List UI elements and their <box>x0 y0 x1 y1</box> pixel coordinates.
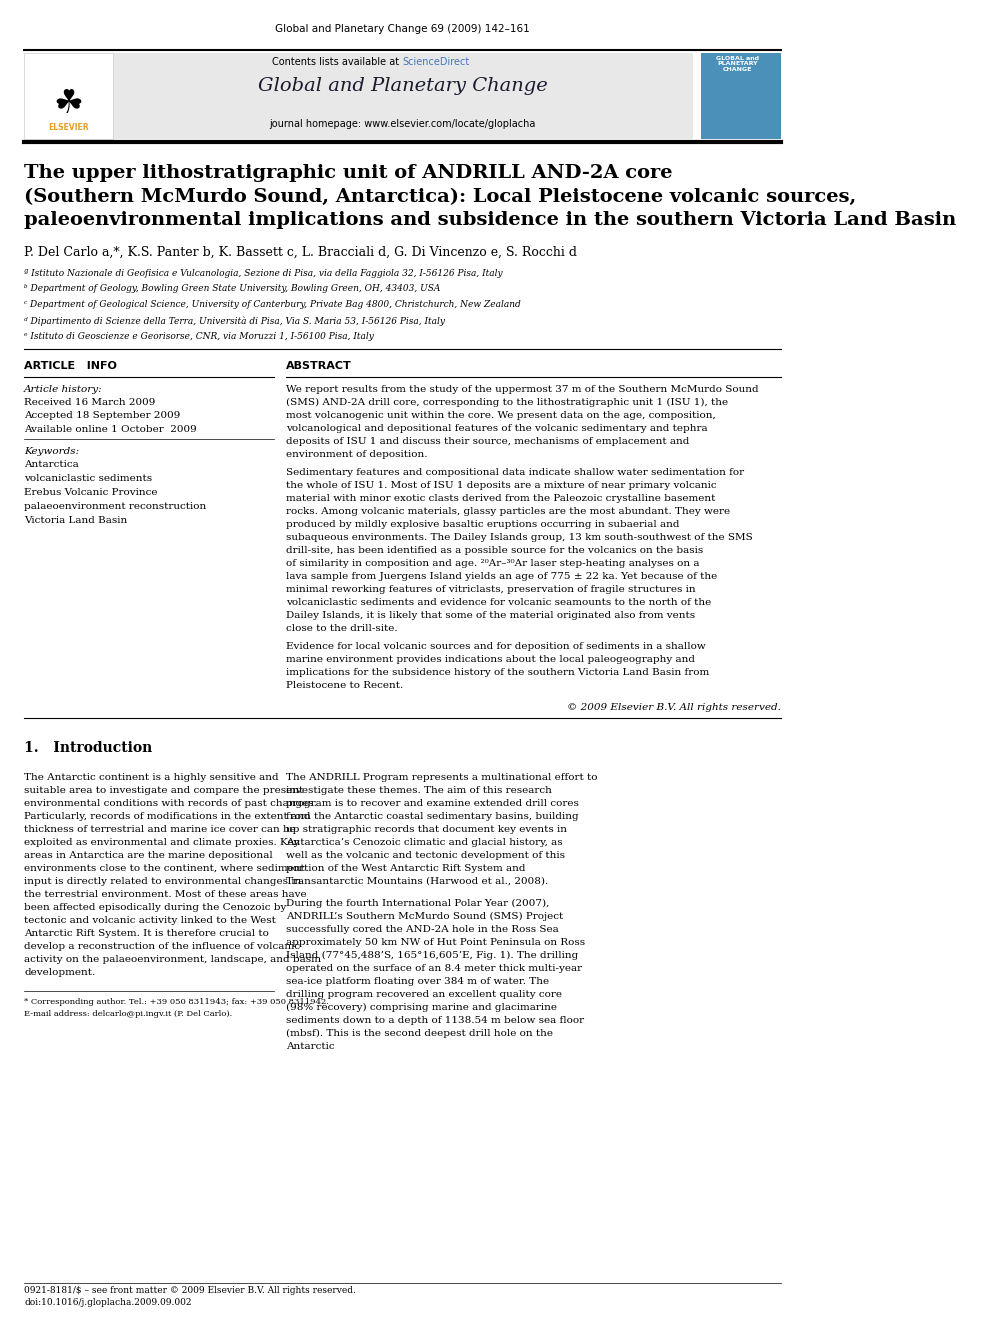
Text: ARTICLE   INFO: ARTICLE INFO <box>24 361 117 372</box>
Text: ᵇ Department of Geology, Bowling Green State University, Bowling Green, OH, 4340: ᵇ Department of Geology, Bowling Green S… <box>24 284 440 294</box>
Text: P. Del Carlo a,*, K.S. Panter b, K. Bassett c, L. Bracciali d, G. Di Vincenzo e,: P. Del Carlo a,*, K.S. Panter b, K. Bass… <box>24 246 577 259</box>
Text: journal homepage: www.elsevier.com/locate/gloplacha: journal homepage: www.elsevier.com/locat… <box>270 119 536 130</box>
Text: successfully cored the AND-2A hole in the Ross Sea: successfully cored the AND-2A hole in th… <box>286 925 558 934</box>
Text: sediments down to a depth of 1138.54 m below sea floor: sediments down to a depth of 1138.54 m b… <box>286 1016 584 1025</box>
Text: been affected episodically during the Cenozoic by: been affected episodically during the Ce… <box>24 902 287 912</box>
Text: E-mail address: delcarlo@pi.ingv.it (P. Del Carlo).: E-mail address: delcarlo@pi.ingv.it (P. … <box>24 1009 232 1017</box>
FancyBboxPatch shape <box>700 53 782 139</box>
Text: Evidence for local volcanic sources and for deposition of sediments in a shallow: Evidence for local volcanic sources and … <box>286 642 705 651</box>
Text: Keywords:: Keywords: <box>24 447 79 456</box>
Text: Erebus Volcanic Province: Erebus Volcanic Province <box>24 488 158 497</box>
Text: activity on the palaeoenvironment, landscape, and basin: activity on the palaeoenvironment, lands… <box>24 955 321 963</box>
Text: Contents lists available at: Contents lists available at <box>273 57 403 67</box>
Text: Received 16 March 2009: Received 16 March 2009 <box>24 398 156 407</box>
Text: well as the volcanic and tectonic development of this: well as the volcanic and tectonic develo… <box>286 851 565 860</box>
Text: ☘: ☘ <box>54 87 83 120</box>
Text: produced by mildly explosive basaltic eruptions occurring in subaerial and: produced by mildly explosive basaltic er… <box>286 520 680 529</box>
Text: Antarctica: Antarctica <box>24 460 79 470</box>
Text: Accepted 18 September 2009: Accepted 18 September 2009 <box>24 411 181 421</box>
Text: * Corresponding author. Tel.: +39 050 8311943; fax: +39 050 8311942.: * Corresponding author. Tel.: +39 050 83… <box>24 998 329 1005</box>
Text: most volcanogenic unit within the core. We present data on the age, composition,: most volcanogenic unit within the core. … <box>286 411 715 419</box>
Text: GLOBAL and
PLANETARY
CHANGE: GLOBAL and PLANETARY CHANGE <box>716 56 759 73</box>
Text: lava sample from Juergens Island yields an age of 775 ± 22 ka. Yet because of th: lava sample from Juergens Island yields … <box>286 572 717 581</box>
Text: Pleistocene to Recent.: Pleistocene to Recent. <box>286 681 403 689</box>
Text: (98% recovery) comprising marine and glacimarine: (98% recovery) comprising marine and gla… <box>286 1003 557 1012</box>
Text: exploited as environmental and climate proxies. Key: exploited as environmental and climate p… <box>24 837 300 847</box>
Text: program is to recover and examine extended drill cores: program is to recover and examine extend… <box>286 799 578 808</box>
Text: suitable area to investigate and compare the present: suitable area to investigate and compare… <box>24 786 304 795</box>
FancyBboxPatch shape <box>113 53 692 139</box>
Text: (SMS) AND-2A drill core, corresponding to the lithostratigraphic unit 1 (ISU 1),: (SMS) AND-2A drill core, corresponding t… <box>286 398 728 407</box>
Text: (mbsf). This is the second deepest drill hole on the: (mbsf). This is the second deepest drill… <box>286 1029 553 1037</box>
Text: ABSTRACT: ABSTRACT <box>286 361 352 372</box>
Text: Antarctica’s Cenozoic climatic and glacial history, as: Antarctica’s Cenozoic climatic and glaci… <box>286 837 562 847</box>
Text: During the fourth International Polar Year (2007),: During the fourth International Polar Ye… <box>286 900 550 908</box>
Text: Article history:: Article history: <box>24 385 103 394</box>
Text: up stratigraphic records that document key events in: up stratigraphic records that document k… <box>286 826 567 833</box>
Text: drilling program recovered an excellent quality core: drilling program recovered an excellent … <box>286 990 561 999</box>
Text: marine environment provides indications about the local paleogeography and: marine environment provides indications … <box>286 655 695 664</box>
Text: investigate these themes. The aim of this research: investigate these themes. The aim of thi… <box>286 786 552 795</box>
Text: sea-ice platform floating over 384 m of water. The: sea-ice platform floating over 384 m of … <box>286 976 550 986</box>
Text: close to the drill-site.: close to the drill-site. <box>286 623 398 632</box>
Text: ᵈ Dipartimento di Scienze della Terra, Università di Pisa, Via S. Maria 53, I-56: ᵈ Dipartimento di Scienze della Terra, U… <box>24 316 445 325</box>
Text: thickness of terrestrial and marine ice cover can be: thickness of terrestrial and marine ice … <box>24 826 296 833</box>
FancyBboxPatch shape <box>24 53 113 139</box>
Text: subaqueous environments. The Dailey Islands group, 13 km south-southwest of the : subaqueous environments. The Dailey Isla… <box>286 533 753 542</box>
Text: environment of deposition.: environment of deposition. <box>286 450 428 459</box>
Text: the whole of ISU 1. Most of ISU 1 deposits are a mixture of near primary volcani: the whole of ISU 1. Most of ISU 1 deposi… <box>286 482 716 490</box>
Text: Particularly, records of modifications in the extent and: Particularly, records of modifications i… <box>24 812 310 822</box>
Text: Sedimentary features and compositional data indicate shallow water sedimentation: Sedimentary features and compositional d… <box>286 468 744 478</box>
Text: material with minor exotic clasts derived from the Paleozoic crystalline basemen: material with minor exotic clasts derive… <box>286 493 715 503</box>
Text: Global and Planetary Change 69 (2009) 142–161: Global and Planetary Change 69 (2009) 14… <box>276 24 530 34</box>
Text: operated on the surface of an 8.4 meter thick multi-year: operated on the surface of an 8.4 meter … <box>286 964 582 972</box>
Text: volcanological and depositional features of the volcanic sedimentary and tephra: volcanological and depositional features… <box>286 423 707 433</box>
Text: rocks. Among volcanic materials, glassy particles are the most abundant. They we: rocks. Among volcanic materials, glassy … <box>286 507 730 516</box>
Text: Antarctic: Antarctic <box>286 1041 334 1050</box>
Text: Transantarctic Mountains (Harwood et al., 2008).: Transantarctic Mountains (Harwood et al.… <box>286 877 549 886</box>
Text: the terrestrial environment. Most of these areas have: the terrestrial environment. Most of the… <box>24 890 307 898</box>
Text: implications for the subsidence history of the southern Victoria Land Basin from: implications for the subsidence history … <box>286 668 709 677</box>
Text: minimal reworking features of vitriclasts, preservation of fragile structures in: minimal reworking features of vitriclast… <box>286 585 695 594</box>
Text: © 2009 Elsevier B.V. All rights reserved.: © 2009 Elsevier B.V. All rights reserved… <box>567 703 782 712</box>
Text: development.: development. <box>24 967 95 976</box>
Text: develop a reconstruction of the influence of volcanic: develop a reconstruction of the influenc… <box>24 942 301 951</box>
Text: volcaniclastic sediments and evidence for volcanic seamounts to the north of the: volcaniclastic sediments and evidence fo… <box>286 598 711 607</box>
Text: ANDRILL’s Southern McMurdo Sound (SMS) Project: ANDRILL’s Southern McMurdo Sound (SMS) P… <box>286 912 563 921</box>
Text: ᶜ Department of Geological Science, University of Canterbury, Private Bag 4800, : ᶜ Department of Geological Science, Univ… <box>24 300 521 310</box>
Text: volcaniclastic sediments: volcaniclastic sediments <box>24 474 153 483</box>
Text: ᵉ Istituto di Geoscienze e Georisorse, CNR, via Moruzzi 1, I-56100 Pisa, Italy: ᵉ Istituto di Geoscienze e Georisorse, C… <box>24 332 374 341</box>
Text: environmental conditions with records of past changes.: environmental conditions with records of… <box>24 799 317 808</box>
Text: ª Istituto Nazionale di Geofisica e Vulcanologia, Sezione di Pisa, via della Fag: ª Istituto Nazionale di Geofisica e Vulc… <box>24 269 503 278</box>
Text: tectonic and volcanic activity linked to the West: tectonic and volcanic activity linked to… <box>24 916 276 925</box>
Text: We report results from the study of the uppermost 37 m of the Southern McMurdo S: We report results from the study of the … <box>286 385 759 394</box>
Text: Dailey Islands, it is likely that some of the material originated also from vent: Dailey Islands, it is likely that some o… <box>286 611 695 619</box>
Text: ELSEVIER: ELSEVIER <box>49 123 88 132</box>
Text: of similarity in composition and age. ²⁰Ar–³⁰Ar laser step-heating analyses on a: of similarity in composition and age. ²⁰… <box>286 558 699 568</box>
Text: from the Antarctic coastal sedimentary basins, building: from the Antarctic coastal sedimentary b… <box>286 812 578 822</box>
Text: Victoria Land Basin: Victoria Land Basin <box>24 516 127 525</box>
Text: palaeoenvironment reconstruction: palaeoenvironment reconstruction <box>24 501 206 511</box>
Text: Antarctic Rift System. It is therefore crucial to: Antarctic Rift System. It is therefore c… <box>24 929 269 938</box>
Text: deposits of ISU 1 and discuss their source, mechanisms of emplacement and: deposits of ISU 1 and discuss their sour… <box>286 437 689 446</box>
Text: drill-site, has been identified as a possible source for the volcanics on the ba: drill-site, has been identified as a pos… <box>286 546 703 554</box>
Text: environments close to the continent, where sediment: environments close to the continent, whe… <box>24 864 305 873</box>
Text: 1.   Introduction: 1. Introduction <box>24 741 153 755</box>
Text: portion of the West Antarctic Rift System and: portion of the West Antarctic Rift Syste… <box>286 864 526 873</box>
Text: ScienceDirect: ScienceDirect <box>403 57 470 67</box>
Text: Available online 1 October  2009: Available online 1 October 2009 <box>24 425 197 434</box>
Text: input is directly related to environmental changes in: input is directly related to environment… <box>24 877 302 886</box>
Text: The Antarctic continent is a highly sensitive and: The Antarctic continent is a highly sens… <box>24 773 279 782</box>
Text: The ANDRILL Program represents a multinational effort to: The ANDRILL Program represents a multina… <box>286 773 597 782</box>
Text: Global and Planetary Change: Global and Planetary Change <box>258 77 548 95</box>
Text: The upper lithostratigraphic unit of ANDRILL AND-2A core
(Southern McMurdo Sound: The upper lithostratigraphic unit of AND… <box>24 164 956 229</box>
Text: approximately 50 km NW of Hut Point Peninsula on Ross: approximately 50 km NW of Hut Point Peni… <box>286 938 585 947</box>
Text: 0921-8181/$ – see front matter © 2009 Elsevier B.V. All rights reserved.
doi:10.: 0921-8181/$ – see front matter © 2009 El… <box>24 1286 356 1307</box>
Text: Island (77°45,488’S, 165°16,605’E, Fig. 1). The drilling: Island (77°45,488’S, 165°16,605’E, Fig. … <box>286 951 578 960</box>
Text: areas in Antarctica are the marine depositional: areas in Antarctica are the marine depos… <box>24 851 273 860</box>
